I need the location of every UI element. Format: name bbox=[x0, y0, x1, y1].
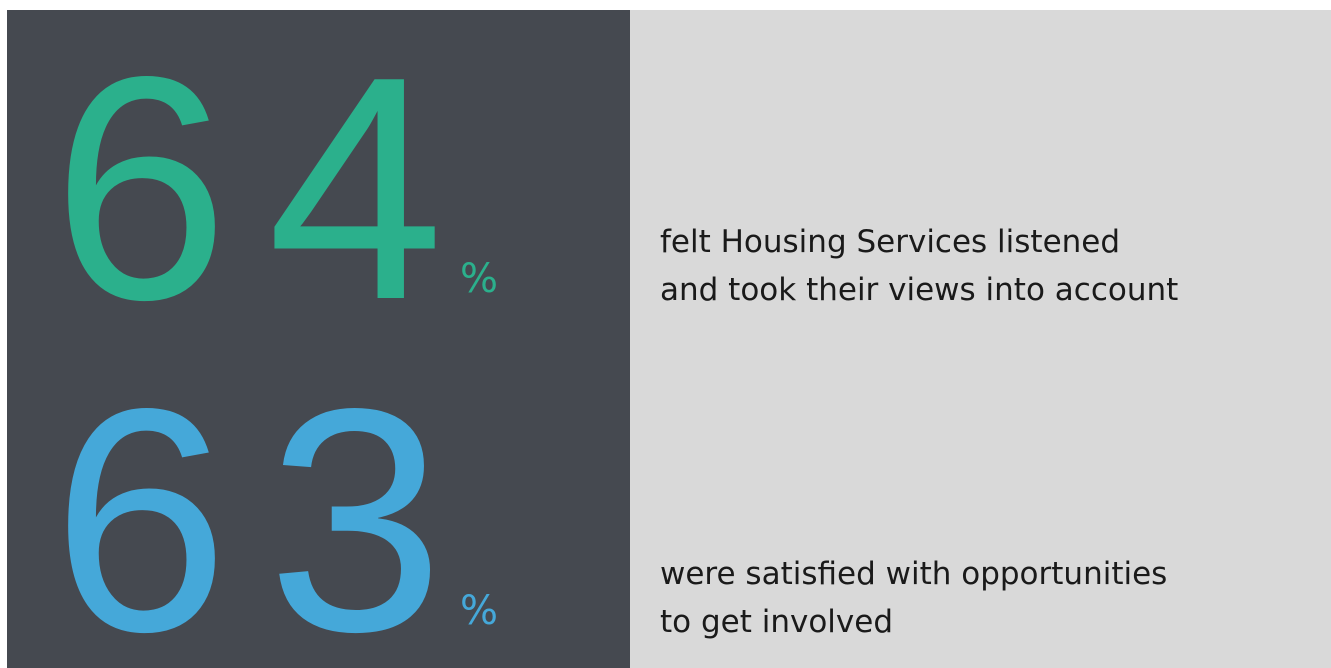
stat-description: felt Housing Services listened bbox=[660, 224, 1120, 260]
stat-unit: % bbox=[460, 256, 498, 302]
dark-panel bbox=[7, 10, 630, 668]
stat-description: to get involved bbox=[660, 604, 893, 640]
light-panel bbox=[630, 10, 1331, 668]
stat-unit: % bbox=[460, 588, 498, 634]
stat-description: and took their views into account bbox=[660, 272, 1178, 308]
stat-description: were satisfied with opportunities bbox=[660, 556, 1167, 592]
